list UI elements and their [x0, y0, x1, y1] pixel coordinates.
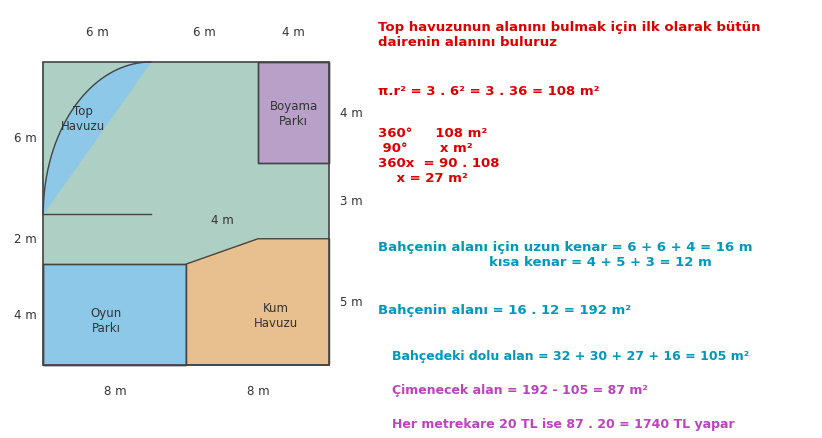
Text: Boyama
Parkı: Boyama Parkı: [270, 99, 318, 127]
Bar: [44, 63, 330, 365]
Text: Top
Havuzu: Top Havuzu: [61, 104, 104, 132]
Text: 6 m: 6 m: [14, 132, 37, 145]
Bar: [258, 63, 330, 164]
Text: 4 m: 4 m: [210, 214, 233, 226]
Text: π.r² = 3 . 6² = 3 . 36 = 108 m²: π.r² = 3 . 6² = 3 . 36 = 108 m²: [378, 85, 600, 97]
Text: 360°     108 m²
 90°       x m²
360x  = 90 . 108
    x = 27 m²: 360° 108 m² 90° x m² 360x = 90 . 108 x =…: [378, 127, 500, 184]
Text: 5 m: 5 m: [339, 296, 363, 309]
Text: Top havuzunun alanını bulmak için ilk olarak bütün
dairenin alanını buluruz: Top havuzunun alanını bulmak için ilk ol…: [378, 21, 761, 49]
Text: 2 m: 2 m: [14, 233, 37, 246]
Text: Her metrekare 20 TL ise 87 . 20 = 1740 TL yapar: Her metrekare 20 TL ise 87 . 20 = 1740 T…: [391, 417, 734, 430]
Text: 8 m: 8 m: [247, 384, 270, 397]
Text: 8 m: 8 m: [104, 384, 126, 397]
Bar: [44, 265, 187, 365]
Polygon shape: [187, 239, 330, 365]
Text: 3 m: 3 m: [339, 195, 363, 208]
Bar: [44, 265, 187, 365]
Text: 6 m: 6 m: [85, 26, 109, 39]
Text: Oyun
Parkı: Oyun Parkı: [90, 306, 122, 334]
Bar: [44, 63, 330, 365]
Text: Çimenecek alan = 192 - 105 = 87 m²: Çimenecek alan = 192 - 105 = 87 m²: [391, 383, 648, 396]
Polygon shape: [44, 63, 150, 214]
Text: Bahçenin alanı için uzun kenar = 6 + 6 + 4 = 16 m
                        kısa k: Bahçenin alanı için uzun kenar = 6 + 6 +…: [378, 240, 753, 268]
Text: 4 m: 4 m: [282, 26, 305, 39]
Text: 4 m: 4 m: [14, 308, 37, 321]
Text: 6 m: 6 m: [193, 26, 215, 39]
Bar: [258, 63, 330, 164]
Text: Kum
Havuzu: Kum Havuzu: [254, 301, 298, 329]
Text: Bahçedeki dolu alan = 32 + 30 + 27 + 16 = 105 m²: Bahçedeki dolu alan = 32 + 30 + 27 + 16 …: [391, 350, 749, 362]
Text: Bahçenin alanı = 16 . 12 = 192 m²: Bahçenin alanı = 16 . 12 = 192 m²: [378, 303, 631, 316]
Text: 4 m: 4 m: [339, 107, 363, 120]
